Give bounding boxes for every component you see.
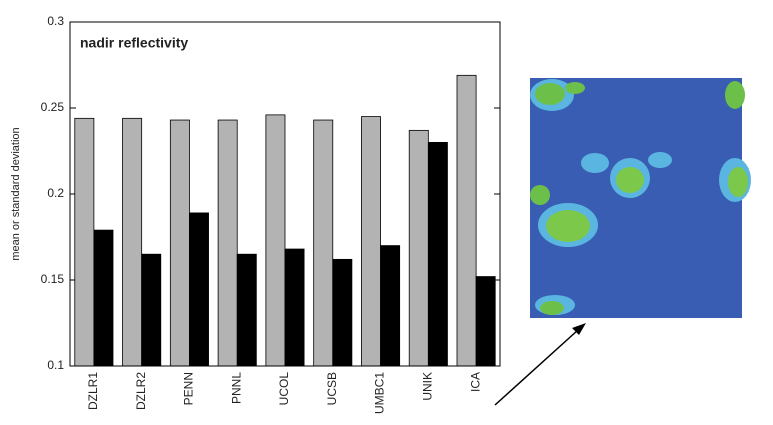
x-tick-label: UNIK [421, 372, 435, 401]
x-tick-label: UCOL [277, 372, 291, 406]
reflectivity-map [530, 78, 751, 318]
bar [361, 116, 381, 367]
y-tick-label: 0.25 [41, 100, 65, 114]
bar [456, 74, 477, 367]
bar [408, 129, 429, 367]
y-tick-label: 0.2 [47, 186, 64, 200]
bar [475, 276, 496, 367]
chart-title: nadir reflectivity [80, 35, 188, 51]
bar [332, 258, 353, 367]
x-tick-label: PNNL [229, 372, 243, 404]
bar [122, 117, 143, 367]
bar [74, 117, 95, 367]
bar [265, 114, 286, 367]
x-tick-label: DZLR1 [86, 372, 100, 410]
x-tick-label: DZLR2 [134, 372, 148, 410]
y-axis-label: mean or standard deviation [10, 127, 22, 260]
bar [427, 141, 448, 367]
bar [141, 253, 162, 367]
bar [189, 212, 209, 367]
y-tick-label: 0.15 [41, 272, 65, 286]
x-tick-label: ICA [468, 372, 482, 392]
arrow [494, 323, 586, 406]
bar [313, 119, 334, 367]
y-tick-label: 0.1 [47, 358, 64, 372]
bar [284, 248, 305, 367]
bar [93, 229, 114, 367]
bar [169, 119, 190, 367]
bar [380, 245, 401, 367]
bar [217, 119, 238, 367]
x-tick-label: UCSB [325, 372, 339, 405]
x-tick-label: PENN [182, 372, 196, 405]
bar [236, 253, 257, 367]
plot-frame [69, 21, 501, 367]
y-tick-label: 0.3 [47, 14, 64, 28]
x-tick-label: UMBC1 [373, 372, 387, 414]
